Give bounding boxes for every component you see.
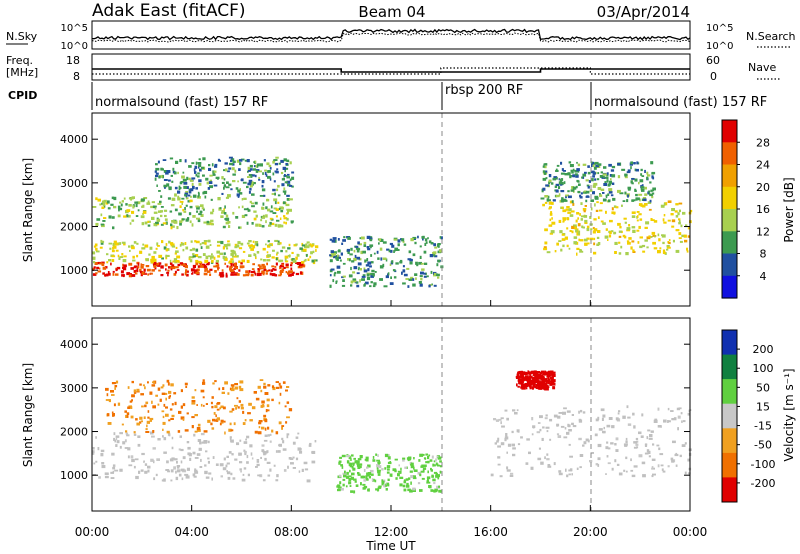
nave-trace [92,67,690,75]
velocity-colorbar-swatch-3 [722,379,737,405]
velocity-ytick-label-3: 3000 [60,382,88,395]
power-region-4 [154,156,295,199]
velocity-colorbar-label: Velocity [m s⁻¹] [782,368,796,461]
power-region-7 [540,161,656,204]
nave-label: Nave [748,61,776,74]
nsky-panel: N.Sky 10^5 10^0 10^5 10^0 N.Search [6,20,796,52]
nsearch-tick-top: 10^5 [706,23,733,34]
velocity-colorbar-swatch-1 [722,330,737,356]
nsky-label: N.Sky [6,30,38,43]
power-region-3 [92,196,294,230]
velocity-data [92,370,692,494]
station-title: Adak East (fitACF) [92,1,246,21]
velocity-region-3 [336,453,443,494]
velocity-colorbar-tick-label-5: -15 [754,420,772,433]
power-colorbar-swatch-3 [722,164,737,188]
velocity-colorbar-tick-label-2: 100 [753,362,774,375]
x-tick-label-3: 08:00 [274,525,309,539]
freq-label: Freq. [6,54,33,67]
x-tick-label-5: 16:00 [473,525,508,539]
nsearch-tick-bottom: 10^0 [706,41,733,52]
velocity-colorbar-tick-label-8: -200 [751,477,776,490]
nave-tick-top: 60 [706,54,720,67]
nsearch-label: N.Search [746,30,796,43]
power-colorbar-label: Power [dB] [782,177,796,242]
power-colorbar: 28 24 20 16 12 8 4 [721,119,770,299]
cpid-label: CPID [8,89,37,102]
cpid-segment-3: normalsound (fast) 157 RF [594,95,767,110]
power-colorbar-tick-label-1: 28 [756,136,770,149]
power-region-6 [542,200,693,256]
power-colorbar-swatch-2 [722,142,737,166]
x-tick-label-2: 04:00 [174,525,209,539]
x-axis: 00:00 04:00 08:00 12:00 16:00 20:00 00:00 [75,300,708,539]
power-colorbar-swatch-4 [722,186,737,210]
x-axis-label: Time UT [365,539,416,553]
power-colorbar-swatch-1 [722,120,737,143]
velocity-colorbar-tick-label-6: -50 [754,439,772,452]
x-tick-label-4: 12:00 [374,525,409,539]
power-ytick-label-4: 4000 [60,133,88,146]
cpid-segment-1: normalsound (fast) 157 RF [95,95,268,110]
velocity-colorbar-swatch-2 [722,354,737,380]
velocity-colorbar-swatch-4 [722,403,737,429]
freq-tick-bottom: 8 [73,70,80,83]
velocity-region-2 [105,379,293,435]
power-colorbar-tick-label-6: 8 [760,248,767,261]
velocity-panel: 1000 2000 3000 4000 Slant Range [km] 200 100… [21,317,796,512]
nsky-tick-top: 10^5 [61,23,88,34]
power-panel: 1000 2000 3000 4000 Slant Range [km] 28 24 20… [21,112,796,307]
velocity-colorbar: 200 100 50 15 -15 -50 -100 -200 [721,329,776,503]
x-tick-label-1: 00:00 [75,525,110,539]
velocity-region-4 [490,405,692,478]
power-colorbar-swatch-8 [722,275,737,299]
power-colorbar-tick-label-5: 12 [756,225,770,238]
velocity-region-1 [92,431,317,483]
date-title: 03/Apr/2014 [597,3,690,21]
power-colorbar-swatch-6 [722,231,737,255]
velocity-colorbar-tick-label-7: -100 [751,458,776,471]
velocity-colorbar-swatch-6 [722,452,737,478]
velocity-ytick-label-4: 4000 [60,338,88,351]
power-ytick-label-2: 2000 [60,221,88,234]
power-y-axis: 1000 2000 3000 4000 [60,133,690,277]
freq-nave-panel: Freq. [MHz] 18 8 60 0 Nave [6,53,780,83]
velocity-colorbar-tick-label-1: 200 [753,343,774,356]
x-tick-label-6: 20:00 [573,525,608,539]
velocity-ylabel: Slant Range [km] [21,363,35,467]
power-colorbar-tick-label-2: 24 [756,159,770,172]
power-colorbar-swatch-5 [722,209,737,232]
power-colorbar-tick-label-3: 20 [756,181,770,194]
velocity-ytick-label-1: 1000 [60,469,88,482]
x-tick-label-7: 00:00 [673,525,708,539]
power-colorbar-tick-label-4: 16 [756,203,770,216]
cpid-segment-2: rbsp 200 RF [445,83,523,98]
velocity-colorbar-swatch-7 [722,477,737,503]
power-ytick-label-3: 3000 [60,177,88,190]
velocity-y-axis: 1000 2000 3000 4000 [60,338,690,482]
beam-title: Beam 04 [358,3,425,21]
power-ytick-label-1: 1000 [60,264,88,277]
velocity-region-5 [515,370,556,391]
power-colorbar-swatch-7 [722,253,737,277]
power-region-5 [329,235,444,288]
nsearch-trace [91,32,691,43]
velocity-colorbar-frame [721,329,738,503]
power-region-2 [92,239,319,265]
freq-trace [92,68,690,73]
velocity-colorbar-tick-label-4: 15 [756,400,770,413]
nave-tick-bottom: 0 [710,70,717,83]
freq-tick-top: 18 [66,54,80,67]
velocity-ytick-label-2: 2000 [60,426,88,439]
freq-unit-label: [MHz] [6,66,38,79]
nsky-trace [91,28,691,41]
velocity-colorbar-tick-label-3: 50 [756,381,770,394]
power-data [92,156,693,288]
power-ylabel: Slant Range [km] [21,158,35,262]
cpid-row: CPID normalsound (fast) 157 RF rbsp 200 … [8,82,767,110]
nsky-tick-bottom: 10^0 [61,41,88,52]
velocity-colorbar-swatch-5 [722,428,737,454]
power-colorbar-tick-label-7: 4 [760,270,767,283]
